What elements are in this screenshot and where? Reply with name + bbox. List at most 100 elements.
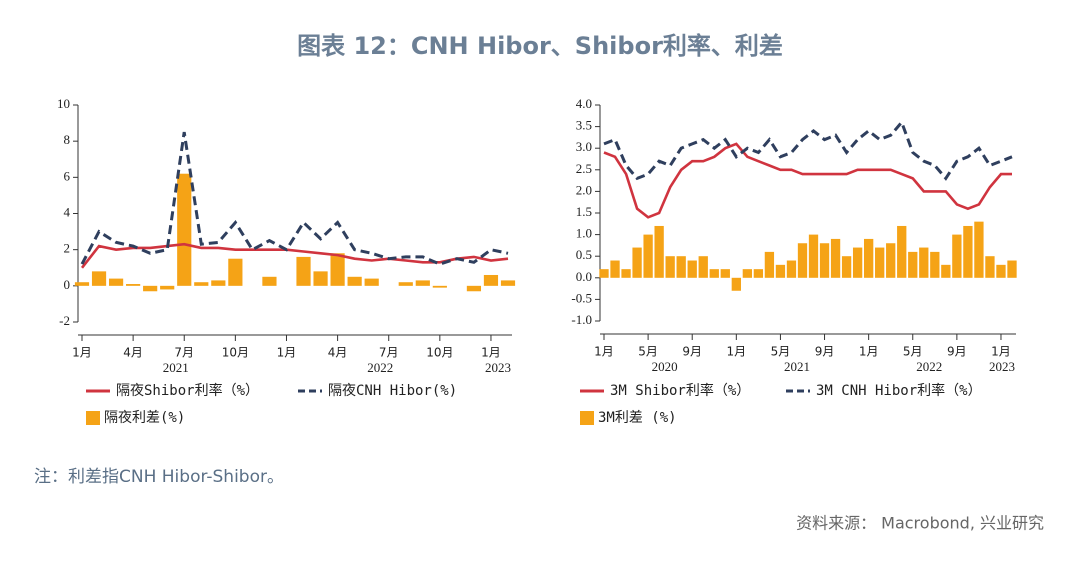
y-tick-label: 8 (64, 132, 71, 147)
y-tick-label: 2 (64, 241, 71, 256)
spread-bar (764, 251, 775, 278)
spread-bar (347, 276, 362, 286)
spread-bar (211, 280, 226, 286)
x-tick-label: 1月 (594, 345, 614, 359)
spread-bar (742, 269, 753, 278)
spread-bar (841, 256, 852, 278)
spread-bar (753, 269, 764, 278)
spread-bar (500, 280, 516, 286)
spread-bar (415, 280, 430, 286)
y-tick-label: 0 (64, 277, 71, 292)
spread-bar (177, 173, 192, 286)
y-tick-label: 1.5 (576, 204, 592, 219)
spread-bar (483, 274, 499, 286)
spread-bar (432, 285, 447, 288)
x-tick-label: 5月 (638, 345, 658, 359)
spread-bar (296, 256, 311, 286)
y-tick-label: -1.0 (571, 312, 592, 327)
source: 资料来源： Macrobond, 兴业研究 (796, 514, 1044, 533)
spread-bar (621, 269, 631, 278)
y-tick-label: 2.0 (576, 182, 592, 197)
y-tick-label: -0.5 (571, 290, 592, 305)
y-tick-label: 0.5 (576, 247, 592, 262)
spread-bar (709, 269, 719, 278)
year-label: 2020 (652, 359, 678, 374)
spread-bar (1007, 260, 1017, 278)
spread-bar (930, 251, 940, 278)
spread-bar (654, 225, 664, 278)
spread-bar (875, 247, 885, 278)
y-tick-label: 4.0 (576, 96, 592, 111)
spread-bar (963, 225, 973, 278)
spread-bar (676, 256, 686, 278)
year-label: 2022 (367, 360, 393, 375)
spread-bar (908, 251, 918, 278)
year-label: 2021 (163, 360, 189, 375)
y-tick-label: 10 (57, 96, 70, 111)
y-tick-label: 0.0 (576, 269, 592, 284)
spread-bar (941, 264, 951, 278)
legend-label: 3M Shibor利率（%） (610, 382, 750, 399)
legend-label: 隔夜CNH Hibor(%) (328, 383, 457, 399)
spread-bar (74, 282, 90, 286)
spread-bar (863, 238, 874, 278)
spread-bar (108, 278, 124, 286)
year-label: 2021 (784, 359, 810, 374)
spread-bar (720, 269, 730, 278)
spread-bar (599, 269, 609, 278)
legend-label: 隔夜Shibor利率（%） (116, 382, 259, 399)
y-tick-label: -2 (59, 313, 70, 328)
spread-bar (985, 256, 995, 278)
spread-bar (797, 243, 808, 278)
y-tick-label: 4 (64, 204, 71, 219)
spread-bar (952, 234, 962, 278)
spread-bar (698, 256, 708, 278)
spread-bar (632, 247, 642, 278)
spread-bar (194, 282, 209, 286)
x-tick-label: 1月 (991, 345, 1011, 359)
year-label: 2022 (916, 359, 942, 374)
spread-bar (919, 247, 929, 278)
note: 注：利差指CNH Hibor-Shibor。 (34, 467, 284, 487)
x-tick-label: 1月 (277, 346, 297, 360)
year-label: 2023 (989, 359, 1015, 374)
x-tick-label: 5月 (903, 345, 923, 359)
x-tick-label: 1月 (481, 346, 501, 360)
spread-bar (830, 238, 841, 278)
x-tick-label: 10月 (222, 346, 249, 360)
legend-label: 3M CNH Hibor利率（%） (816, 382, 982, 399)
y-tick-label: 3.5 (576, 118, 592, 133)
spread-bar (819, 243, 830, 278)
legend-label: 3M利差 (%) (598, 410, 677, 426)
y-tick-label: 2.5 (576, 161, 592, 176)
spread-bar (974, 221, 984, 278)
spread-bar (160, 285, 175, 290)
legend-label: 隔夜利差(%) (104, 410, 185, 426)
spread-bar (330, 253, 345, 286)
x-tick-label: 9月 (947, 345, 967, 359)
series-line (80, 131, 509, 266)
x-tick-label: 9月 (682, 345, 702, 359)
x-tick-label: 1月 (859, 345, 879, 359)
y-tick-label: 3.0 (576, 139, 592, 154)
spread-bar (262, 276, 277, 286)
year-label: 2023 (485, 360, 511, 375)
spread-bar (364, 278, 379, 286)
spread-bar (398, 282, 413, 286)
spread-bar (886, 243, 896, 278)
spread-bar (852, 247, 863, 278)
x-tick-label: 4月 (123, 346, 143, 360)
series-line (603, 119, 1013, 181)
x-tick-label: 10月 (426, 346, 453, 360)
spread-bar (996, 264, 1006, 278)
spread-bar (786, 260, 797, 278)
y-tick-label: 1.0 (576, 226, 592, 241)
x-tick-label: 4月 (328, 346, 348, 360)
x-tick-label: 7月 (379, 346, 399, 360)
spread-bar (126, 284, 141, 286)
x-tick-label: 9月 (815, 345, 835, 359)
series-line (603, 142, 1012, 219)
spread-bar (466, 285, 482, 292)
spread-bar (775, 264, 786, 278)
